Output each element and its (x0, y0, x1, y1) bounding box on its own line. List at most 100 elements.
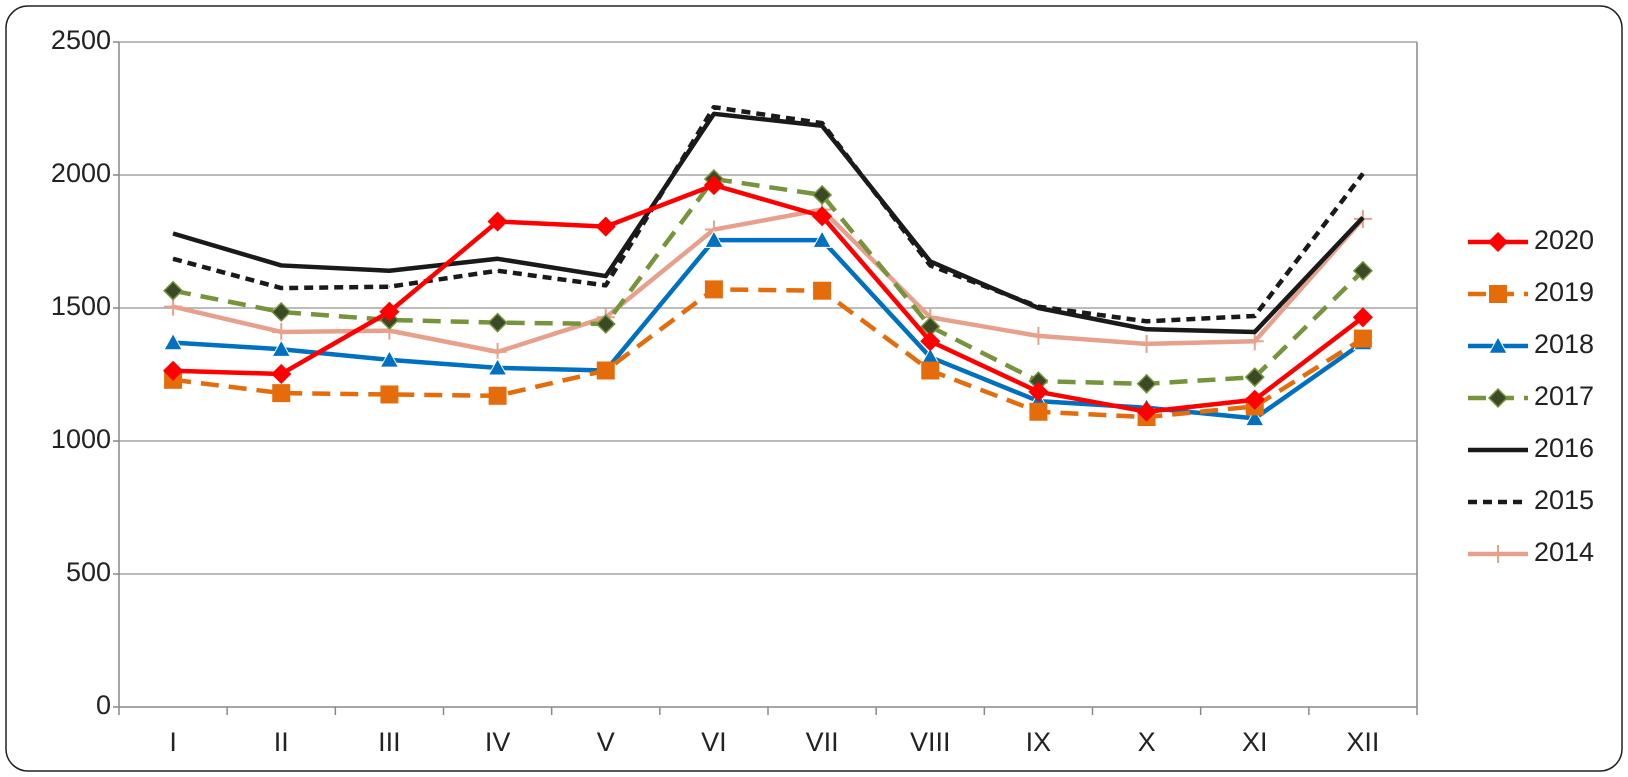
legend-marker (1488, 335, 1508, 354)
point (929, 264, 931, 266)
marker (812, 230, 832, 248)
legend-label: 2020 (1534, 225, 1594, 255)
x-tick-label: IX (1026, 727, 1052, 757)
point (713, 106, 715, 108)
marker (1353, 329, 1372, 348)
marker (1137, 334, 1156, 353)
point (605, 275, 607, 277)
legend-label: 2016 (1534, 433, 1594, 463)
y-tick-label: 2000 (51, 158, 111, 188)
marker (271, 363, 292, 385)
marker (596, 361, 615, 380)
series-line (172, 111, 1365, 335)
x-tick-label: VII (806, 727, 839, 757)
x-tick-label: X (1138, 727, 1156, 757)
y-tick-label: 2500 (51, 25, 111, 55)
y-tick-label: 1500 (51, 291, 111, 321)
point (821, 125, 823, 127)
point (280, 287, 282, 289)
legend-marker (1487, 387, 1509, 409)
point (713, 113, 715, 115)
point (1146, 328, 1148, 330)
marker (1244, 389, 1265, 410)
legend-marker (1487, 231, 1509, 253)
series-line (172, 207, 1365, 355)
point (1362, 173, 1364, 175)
marker (1352, 307, 1373, 328)
point (497, 258, 499, 260)
marker (812, 206, 833, 227)
point (929, 260, 931, 262)
x-tick-label: I (169, 727, 177, 757)
marker (704, 230, 724, 248)
x-tick-label: II (274, 727, 289, 757)
marker (487, 312, 508, 333)
legend-label: 2014 (1534, 537, 1594, 567)
marker (1245, 332, 1264, 351)
marker (1136, 373, 1157, 394)
marker (1028, 381, 1049, 402)
marker (812, 184, 833, 206)
marker (272, 384, 291, 403)
marker (380, 385, 399, 404)
x-tick-label: VIII (910, 727, 951, 757)
series-line (172, 287, 1365, 420)
x-tick-label: V (597, 727, 615, 757)
marker (813, 281, 832, 300)
point (172, 258, 174, 260)
y-tick-label: 500 (66, 557, 111, 587)
x-tick-label: XI (1242, 727, 1268, 757)
marker (272, 322, 291, 341)
marker (163, 360, 184, 381)
marker (487, 211, 508, 232)
marker (703, 175, 724, 196)
marker (595, 313, 616, 335)
legend-label: 2017 (1534, 381, 1594, 411)
point (388, 270, 390, 272)
marker (1352, 260, 1373, 281)
legend-label: 2018 (1534, 329, 1594, 359)
x-tick-label: III (378, 727, 401, 757)
marker (1244, 408, 1265, 427)
x-tick-label: XII (1346, 727, 1379, 757)
marker (704, 280, 723, 299)
chart-frame (5, 5, 1623, 772)
marker (1244, 367, 1265, 388)
marker (163, 280, 184, 301)
series-line (172, 176, 1365, 387)
marker (920, 331, 941, 352)
legend-label: 2019 (1534, 277, 1594, 307)
marker (1136, 401, 1157, 422)
point (1146, 320, 1148, 322)
marker (921, 361, 940, 380)
marker (271, 339, 292, 357)
y-tick-label: 0 (96, 690, 111, 720)
point (497, 270, 499, 272)
marker (595, 216, 616, 237)
marker (487, 357, 508, 376)
series-line (172, 104, 1365, 324)
series-line (173, 182, 1365, 414)
point (605, 284, 607, 286)
marker (1029, 402, 1048, 421)
point (1362, 217, 1364, 219)
point (280, 264, 282, 266)
legend-marker (1489, 285, 1507, 303)
marker (1029, 326, 1048, 345)
x-tick-label: IV (485, 727, 511, 757)
marker (379, 349, 400, 368)
legend-label: 2015 (1534, 485, 1594, 515)
point (1037, 307, 1039, 309)
legend-marker (1489, 545, 1507, 563)
marker (271, 301, 292, 323)
point (1254, 331, 1256, 333)
point (1254, 315, 1256, 317)
marker (379, 301, 400, 322)
y-tick-label: 1000 (51, 424, 111, 454)
x-tick-label: VI (701, 727, 727, 757)
point (821, 122, 823, 124)
marker (163, 332, 183, 351)
point (172, 233, 174, 235)
point (388, 286, 390, 288)
